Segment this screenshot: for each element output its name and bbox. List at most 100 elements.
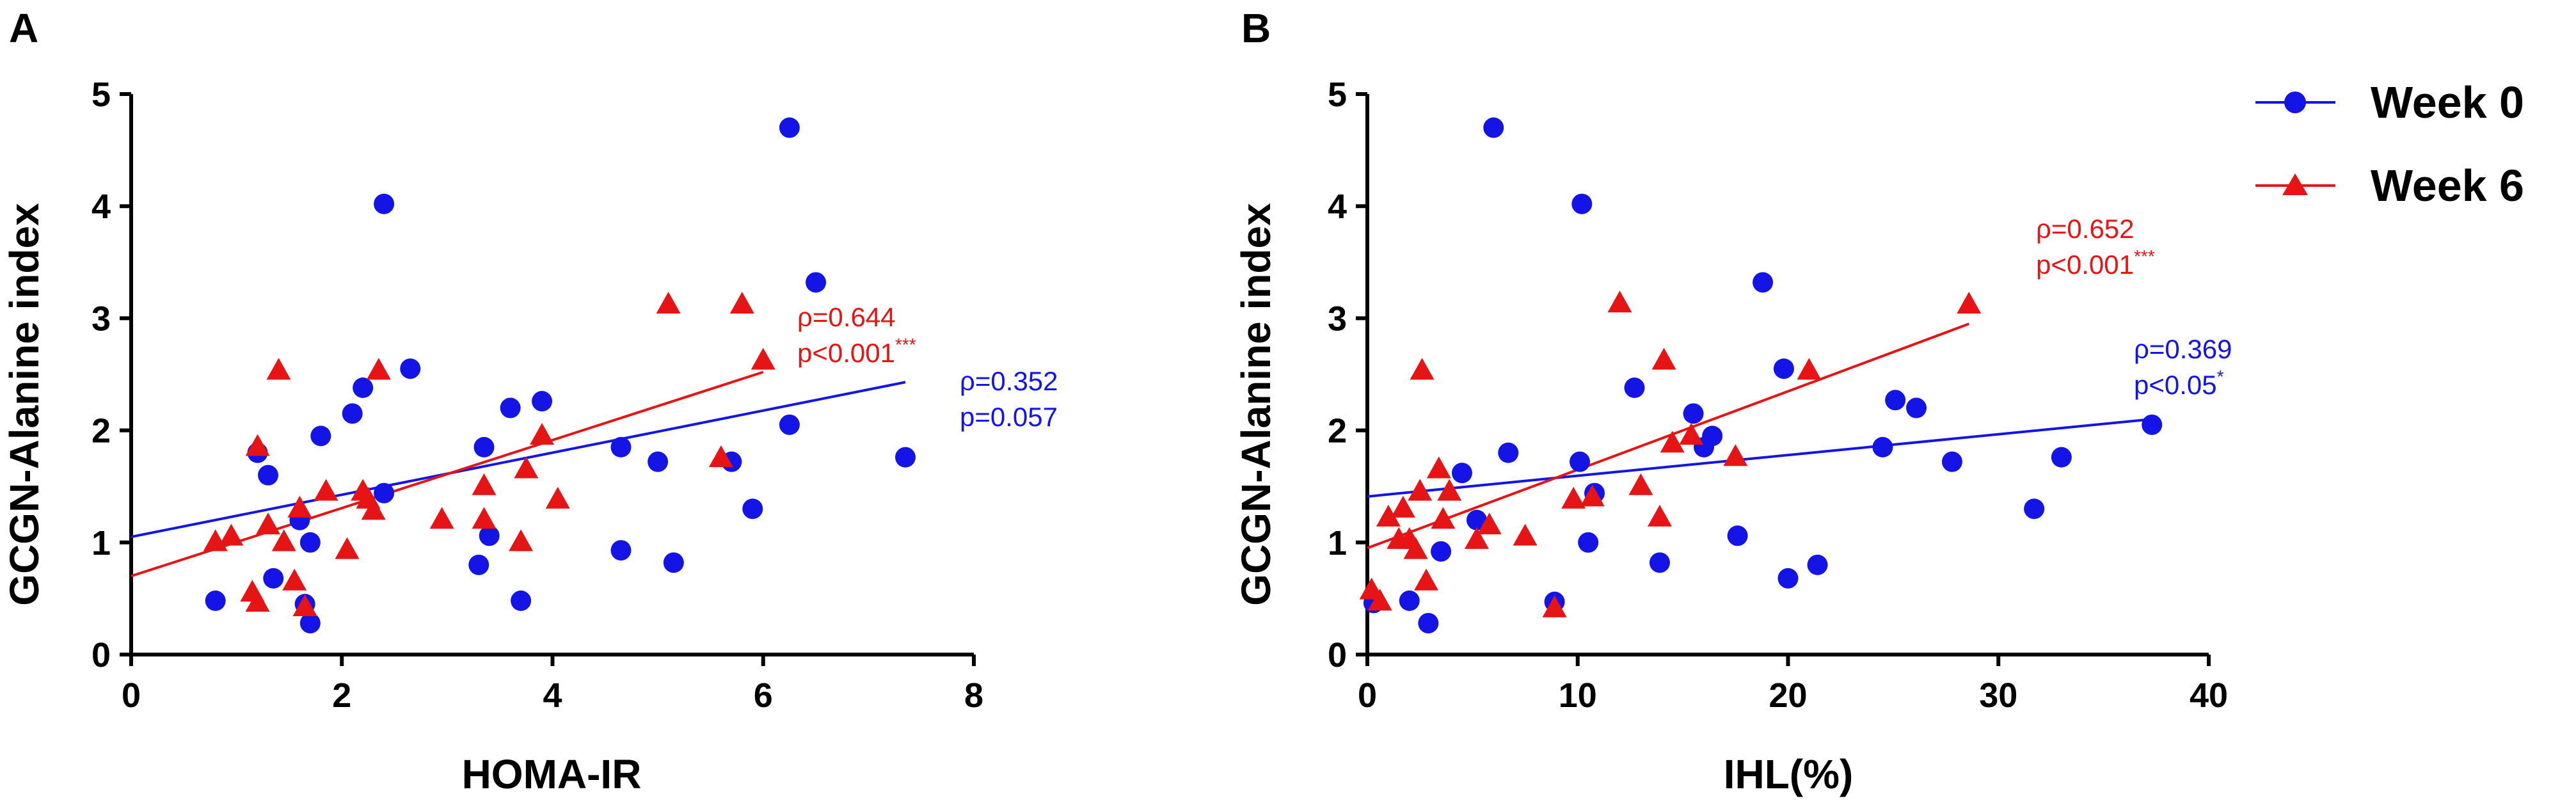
panel-a-ytick-label: 1 [91, 524, 111, 562]
panel-b-week0-p: p<0.05* [2134, 367, 2224, 400]
panel-b-week6-point [1464, 527, 1489, 549]
panel-a-week6-point [256, 513, 281, 535]
panel-b-ytick-label: 1 [1328, 524, 1347, 562]
panel-a-week6-point [751, 347, 775, 370]
panel-a-week0-point [258, 465, 279, 486]
panel-b-week0-point [1702, 425, 1723, 447]
panel-b-week0-fit-line [1367, 418, 2152, 498]
legend: Week 0 Week 6 [2255, 77, 2524, 211]
panel-a-xtick-label: 0 [122, 676, 141, 715]
panel-b-week6-point [1414, 568, 1439, 591]
panel-a-ytick-label: 3 [91, 299, 111, 338]
legend-week6-label: Week 6 [2371, 161, 2524, 211]
panel-b-ytick-label: 4 [1328, 187, 1347, 226]
panel-b-week6-point [1607, 290, 1632, 313]
panel-b-week0-point [1624, 378, 1645, 399]
panel-a-week0-point [310, 425, 331, 447]
panel-a-week6-point [472, 507, 497, 529]
panel-b-week6-point [1426, 456, 1451, 479]
panel-a-week0-p: p=0.057 [960, 402, 1058, 432]
panel-a-week0-point [400, 358, 421, 379]
panel-b-week0-point [1418, 612, 1439, 633]
panel-b-week0-point [1727, 525, 1748, 546]
panel-a-week0-point [532, 391, 553, 412]
panel-b-ytick-label: 0 [1328, 636, 1347, 674]
panel-b-week0-point [1451, 463, 1472, 484]
panel-b-week0-point [1753, 272, 1774, 293]
panel-a-week0-point [610, 436, 632, 457]
panel-a-week6-point [219, 523, 244, 546]
panel-a-week6-point [314, 479, 338, 501]
panel-b-week6-fit-line [1367, 322, 1969, 550]
panel-b-week6-point [1647, 504, 1672, 527]
panel-a-week6-point [361, 498, 386, 520]
panel-b-week0-point [1483, 117, 1504, 138]
panel-a-week6-point [429, 507, 454, 529]
panel-a-week0-point [468, 554, 489, 575]
panel-b-xlabel: IHL(%) [1724, 751, 1854, 797]
panel-a-week6-point [203, 529, 228, 552]
panel-a-week6-point [514, 456, 539, 479]
panel-b-week0-point [1578, 532, 1599, 553]
panel-b-xtick-label: 10 [1559, 676, 1597, 715]
panel-b-week0-point [2142, 414, 2163, 435]
panel-b-week0-point [1683, 403, 1704, 424]
panel-a-week0-point [806, 272, 827, 293]
panel-b-week0-point [1571, 193, 1593, 214]
panel-a-week0-point [779, 414, 800, 435]
panel-b-week0-point [1941, 451, 1962, 472]
panel-b-week6-point [1410, 358, 1435, 380]
panel-b-week6-point [1561, 486, 1586, 509]
panel-b-week6-point [1580, 484, 1605, 507]
panel-a-week6-point [509, 529, 534, 552]
panel-a-week6-point [656, 291, 681, 314]
panel-a-week0-point [342, 403, 363, 424]
panel-a-ytick-label: 2 [91, 412, 111, 450]
panel-b-week6-point [1390, 495, 1415, 518]
panel-a-week6-p: p<0.001*** [797, 335, 916, 368]
panel-a-week6-point [245, 434, 270, 456]
panel-b-week0-point [1885, 390, 1906, 411]
panel-a-week0-point [473, 436, 495, 457]
legend-item-week6: Week 6 [2255, 161, 2524, 211]
panel-b-letter: B [1241, 5, 1271, 51]
panel-a-plot: 0 1 2 3 4 5 0 2 4 6 8 [91, 76, 983, 715]
panel-a-week0-point [779, 117, 800, 138]
panel-b-week0-rho: ρ=0.369 [2134, 334, 2232, 364]
panel-b-ytick-label: 2 [1328, 412, 1347, 450]
panel-b-week0-point [1399, 590, 1420, 611]
panel-a-week0-point [511, 590, 532, 611]
panel-b-week0-point [1906, 397, 1927, 418]
panel-a-week0-point [205, 590, 226, 611]
panel-a-week6-point [545, 486, 570, 509]
panel-b-plot: 0 1 2 3 4 5 0 10 20 30 40 [1328, 76, 2228, 715]
panel-b-ylabel: GCGN-Alanine index [1233, 203, 1279, 606]
panel-b-week6-point [1651, 347, 1676, 370]
panel-b-xtick-label: 20 [1769, 676, 1807, 715]
panel-a-week6-point [292, 594, 317, 617]
panel-b-ytick-label: 5 [1328, 76, 1347, 114]
panel-b-week6-p: p<0.001*** [2036, 246, 2155, 280]
panel-a-week6-point [266, 358, 291, 380]
panel-a-week0-point [742, 498, 763, 520]
panel-a-ytick-label: 4 [91, 187, 111, 226]
panel-b-week0-point [2051, 447, 2072, 468]
panel-a-week0-point [610, 540, 632, 561]
panel-b-week6-point [1723, 444, 1748, 466]
panel-a-week0-point [648, 451, 669, 472]
panel-a-week6-point [472, 473, 497, 495]
panel-b-xtick-label: 30 [1979, 676, 2017, 715]
panel-a-week0-fit-line [131, 381, 906, 539]
legend-week0-marker [2284, 91, 2306, 113]
panel-a-week0-point [353, 378, 374, 399]
panel-a-xtick-label: 8 [964, 676, 983, 715]
panel-a-letter: A [9, 5, 38, 51]
panel-a: A GCGN-Alanine index HOMA-IR 0 1 2 3 4 5 0 2 4 6 8… [1, 5, 1058, 797]
panel-a-week0-point [479, 525, 500, 546]
panel-a-week0-point [500, 397, 521, 418]
legend-item-week0: Week 0 [2255, 77, 2524, 127]
panel-a-xtick-label: 6 [754, 676, 773, 715]
panel-a-week6-point [708, 445, 733, 467]
panel-b-week0-point [1570, 451, 1591, 472]
